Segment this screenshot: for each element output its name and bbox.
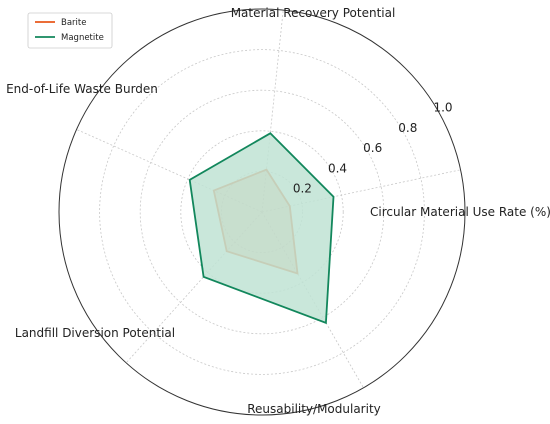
legend: Barite Magnetite [27, 12, 113, 49]
axis-label-2: End-of-Life Waste Burden [6, 82, 158, 96]
series-area-magnetite [188, 132, 335, 325]
grid-ring-3 [99, 49, 425, 375]
axis-labels: Circular Material Use Rate (%) Material R… [6, 6, 550, 416]
radial-tick-label: 1.0 [433, 101, 452, 115]
axis-label-1: Material Recovery Potential [231, 6, 396, 20]
grid-ring-1 [180, 130, 344, 294]
legend-label-magnetite: Magnetite [61, 33, 104, 43]
outer-ring [58, 8, 466, 416]
radial-tick-label: 0.8 [398, 121, 417, 135]
axis-label-0: Circular Material Use Rate (%) [370, 205, 550, 219]
radial-tick-labels: 0.2 0.4 0.6 0.8 1.0 [293, 101, 453, 196]
radial-tick-label: 0.6 [363, 141, 382, 155]
axis-label-4: Reusability/Modularity [247, 402, 381, 416]
radial-tick-label: 0.4 [328, 161, 347, 175]
legend-label-barite: Barite [61, 18, 86, 28]
series-layer [188, 132, 335, 325]
radial-tick-label: 0.2 [293, 182, 312, 196]
axis-label-3: Landfill Diversion Potential [15, 326, 175, 340]
grid-ring-2 [139, 89, 385, 335]
